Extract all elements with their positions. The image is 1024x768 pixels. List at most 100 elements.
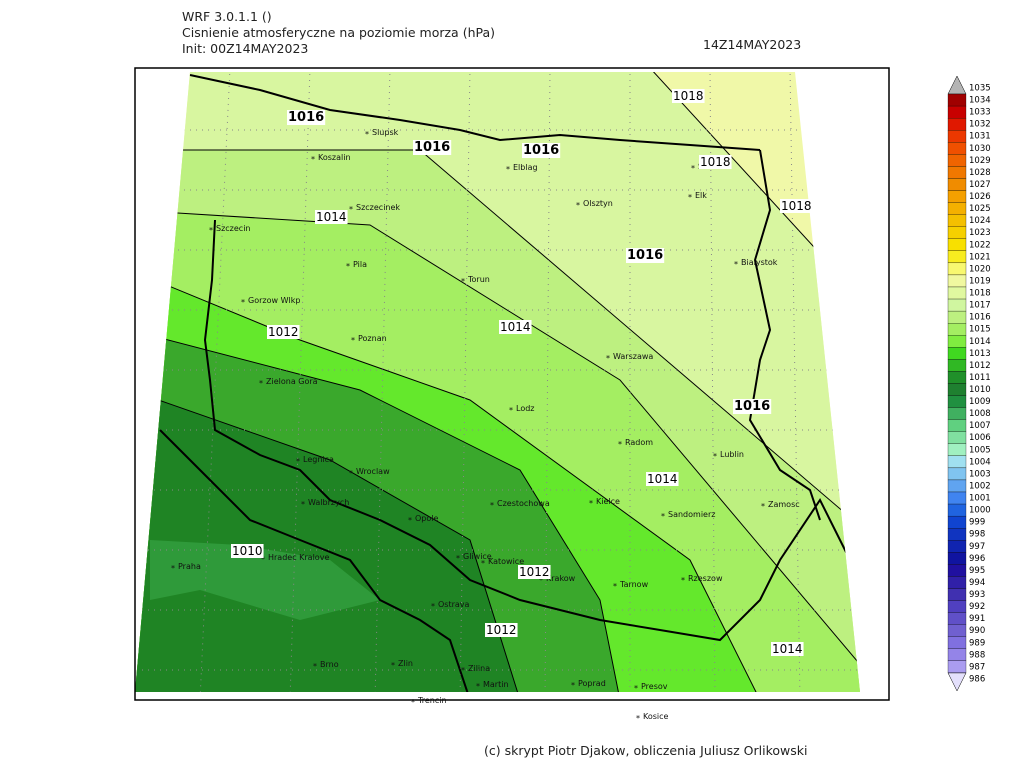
city: Ostrava: [438, 600, 470, 609]
city-marker: *: [408, 516, 412, 525]
city-marker: *: [613, 582, 617, 591]
colorbar-label: 989: [969, 638, 985, 648]
city-marker: *: [691, 164, 695, 173]
city-marker: *: [490, 501, 494, 510]
colorbar-swatch: [947, 323, 967, 336]
colorbar-label: 1023: [969, 228, 991, 238]
colorbar-label: 1033: [969, 108, 991, 118]
colorbar-swatch: [947, 479, 967, 493]
colorbar: 1035 1034 1033 1032 1031 1030 1029 1028 1027 1026…: [947, 75, 991, 692]
colorbar-label: 1016: [969, 313, 991, 323]
colorbar-swatch: [947, 383, 967, 396]
colorbar-swatch: [947, 660, 967, 674]
isobar-label-box: [699, 155, 732, 169]
colorbar-swatch: [947, 178, 967, 191]
city-marker: *: [349, 205, 353, 214]
isobar-label: 1014: [316, 210, 347, 224]
isobar-label: 1016: [414, 140, 450, 155]
colorbar-swatch: [947, 75, 967, 95]
isobar-label: 1018: [673, 89, 704, 103]
map-frame: [134, 67, 890, 701]
colorbar-label: 1001: [969, 494, 991, 504]
model: WRF 3.0.1.1 (): [182, 9, 272, 24]
city: Martin: [483, 680, 509, 689]
colorbar-label: 995: [969, 566, 985, 576]
city-marker: *: [713, 452, 717, 461]
isobar-label: 1018: [700, 155, 731, 169]
colorbar-label: 1005: [969, 445, 991, 455]
city: Rzeszow: [688, 574, 723, 583]
colorbar-label: 1000: [969, 506, 991, 516]
city-marker: *: [636, 714, 640, 723]
colorbar-swatch: [947, 274, 967, 288]
colorbar-label: 993: [969, 590, 985, 600]
city: Zamosc: [768, 500, 800, 509]
colorbar-swatch: [947, 612, 967, 625]
city-marker: *: [509, 406, 513, 415]
isobar-label: 1016: [523, 143, 559, 158]
city-marker: *: [346, 262, 350, 271]
colorbar-swatch: [947, 166, 967, 179]
colorbar-label: 988: [969, 650, 985, 660]
city-marker: *: [606, 354, 610, 363]
colorbar-swatch: [947, 455, 967, 469]
city: Walbrzych: [308, 498, 349, 507]
isobar-labels: 1016 1016 1016 1018 1018 1018 1014 1016 …: [231, 89, 813, 656]
isobar-label-box: [287, 110, 326, 125]
city-marker: *: [688, 193, 692, 202]
valid-time: 14Z14MAY2023: [703, 37, 801, 52]
city-marker: *: [618, 440, 622, 449]
colorbar-label: 1017: [969, 301, 991, 311]
city: Sandomierz: [668, 510, 715, 519]
colorbar-swatch: [947, 214, 967, 227]
city: Torun: [467, 275, 490, 284]
colorbar-label: 1003: [969, 469, 991, 479]
colorbar-label: 1012: [969, 361, 991, 371]
colorbar-label: 992: [969, 602, 985, 612]
colorbar-swatch: [947, 588, 967, 601]
colorbar-label: 996: [969, 554, 985, 564]
colorbar-swatch: [947, 540, 967, 553]
colorbar-swatch: [947, 298, 967, 312]
colorbar-swatch: [947, 371, 967, 384]
city: Zielona Gora: [266, 377, 318, 386]
pressure-field: [135, 72, 860, 692]
city-marker: *: [761, 502, 765, 511]
isobar-label: 1016: [734, 399, 770, 414]
colorbar-swatch: [947, 395, 967, 408]
colorbar-swatch: [947, 226, 967, 239]
city: Kosice: [643, 712, 669, 721]
city: Slupsk: [372, 128, 399, 137]
colorbar-swatch: [947, 419, 967, 432]
colorbar-label: 1032: [969, 120, 991, 130]
colorbar-label: 1027: [969, 180, 991, 190]
city: Wroclaw: [356, 467, 390, 476]
city: Gorzow Wlkp: [248, 296, 300, 305]
colorbar-swatch: [947, 672, 967, 692]
city: Zlin: [398, 659, 413, 668]
colorbar-swatch: [947, 528, 967, 541]
colorbar-swatch: [947, 503, 967, 517]
colorbar-label: 986: [969, 674, 985, 684]
colorbar-label: 1008: [969, 409, 991, 419]
colorbar-label: 1021: [969, 252, 991, 262]
colorbar-swatch: [947, 310, 967, 324]
isobar-label-box: [413, 140, 452, 155]
isobar-label: 1010: [232, 544, 263, 558]
isobar-label: 1014: [647, 472, 678, 486]
colorbar-label: 1006: [969, 433, 991, 443]
colorbar-swatch: [947, 250, 967, 264]
colorbar-swatch: [947, 636, 967, 649]
colorbar-label: 999: [969, 518, 985, 528]
city: Radom: [625, 438, 653, 447]
colorbar-label: 1013: [969, 349, 991, 359]
colorbar-label: 1020: [969, 264, 991, 274]
colorbar-label: 1002: [969, 481, 991, 491]
city: Krakow: [546, 574, 576, 583]
city-marker: *: [634, 684, 638, 693]
colorbar-swatch: [947, 359, 967, 372]
city-marker: *: [391, 661, 395, 670]
city: Czestochowa: [497, 499, 550, 508]
colorbar-swatch: [947, 347, 967, 360]
